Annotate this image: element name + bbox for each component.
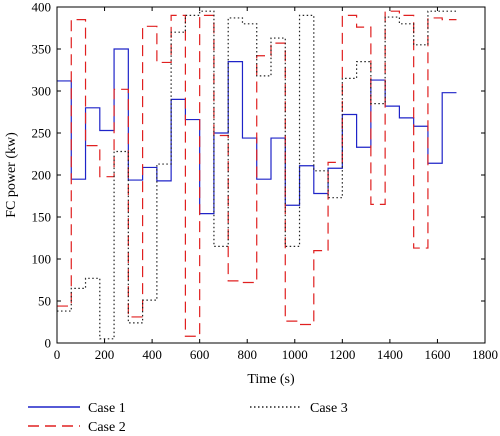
y-tick-label: 150 — [32, 210, 52, 225]
series-line-2 — [57, 10, 457, 337]
axes: 0 200 400 600 800 1000 1200 1400 1600 1800 0 50 100 1… — [4, 0, 498, 387]
legend-label-1: Case 1 — [88, 401, 126, 416]
y-axis-label: FC power (kw) — [4, 132, 19, 218]
x-tick-label: 600 — [190, 347, 210, 362]
x-tick-label: 1600 — [424, 347, 450, 362]
y-tick-label: 0 — [45, 336, 52, 351]
legend-label-3: Case 3 — [310, 401, 348, 416]
plot-area — [57, 10, 457, 340]
y-tick-label: 350 — [32, 42, 52, 57]
y-tick-label: 250 — [32, 126, 52, 141]
legend-label-2: Case 2 — [88, 420, 126, 435]
x-tick-label: 200 — [95, 347, 115, 362]
x-tick-label: 1000 — [282, 347, 308, 362]
y-tick-label: 200 — [32, 168, 52, 183]
x-tick-label: 800 — [237, 347, 257, 362]
y-tick-label: 100 — [32, 252, 52, 267]
y-tick-label: 300 — [32, 84, 52, 99]
x-tick-label: 0 — [54, 347, 61, 362]
x-tick-label: 1200 — [329, 347, 355, 362]
y-tick-label: 400 — [32, 0, 52, 15]
y-tick-label: 50 — [38, 294, 51, 309]
series-line-3 — [57, 10, 457, 340]
x-tick-label: 1800 — [472, 347, 498, 362]
x-tick-label: 400 — [142, 347, 162, 362]
x-tick-label: 1400 — [377, 347, 403, 362]
legend: Case 1 Case 2 Case 3 — [28, 401, 348, 435]
x-axis-label: Time (s) — [247, 372, 295, 387]
